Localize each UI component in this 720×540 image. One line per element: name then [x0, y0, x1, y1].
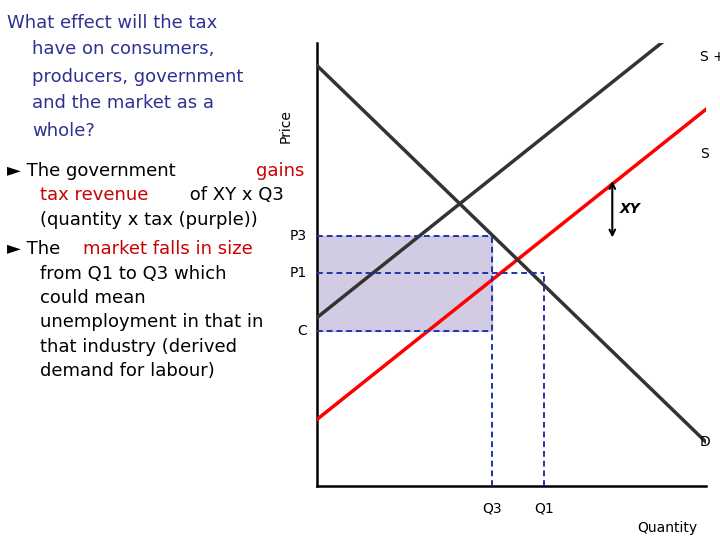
Text: S: S [700, 147, 708, 161]
Text: D: D [700, 435, 711, 449]
Text: tax revenue: tax revenue [40, 186, 148, 204]
Text: Q1: Q1 [534, 502, 554, 516]
Text: S + tax: S + tax [700, 50, 720, 64]
Text: (quantity x tax (purple)): (quantity x tax (purple)) [40, 211, 257, 228]
Text: ► The: ► The [7, 240, 66, 258]
Text: market falls in size: market falls in size [83, 240, 253, 258]
Text: from Q1 to Q3 which: from Q1 to Q3 which [40, 265, 226, 282]
Text: could mean: could mean [40, 289, 145, 307]
Text: Q3: Q3 [482, 502, 502, 516]
Text: C: C [297, 324, 307, 338]
Text: demand for labour): demand for labour) [40, 362, 215, 380]
Text: that industry (derived: that industry (derived [40, 338, 237, 355]
Text: P1: P1 [290, 266, 307, 280]
Text: have on consumers,: have on consumers, [32, 40, 215, 58]
Text: Price: Price [279, 110, 293, 144]
Text: Quantity: Quantity [638, 522, 698, 536]
Text: XY: XY [620, 202, 641, 216]
Text: of XY x Q3: of XY x Q3 [184, 186, 284, 204]
Text: ► The government: ► The government [7, 162, 181, 180]
Text: What effect will the tax: What effect will the tax [7, 14, 217, 31]
Text: producers, government: producers, government [32, 68, 244, 85]
Text: whole?: whole? [32, 122, 95, 139]
Text: P3: P3 [290, 229, 307, 243]
Text: gains: gains [256, 162, 304, 180]
Text: unemployment in that in: unemployment in that in [40, 313, 263, 331]
Text: and the market as a: and the market as a [32, 94, 215, 112]
